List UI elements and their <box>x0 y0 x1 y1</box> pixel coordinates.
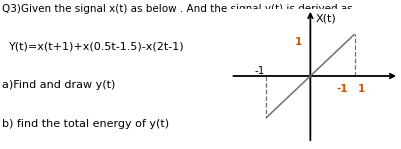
Text: -1: -1 <box>336 84 348 94</box>
Text: -1: -1 <box>254 66 265 76</box>
Text: a)Find and draw y(t): a)Find and draw y(t) <box>2 80 116 90</box>
Text: b) find the total energy of y(t): b) find the total energy of y(t) <box>2 119 170 129</box>
Text: 1: 1 <box>358 84 365 94</box>
Text: 1: 1 <box>294 37 302 47</box>
Text: X(t): X(t) <box>316 14 336 24</box>
Text: Q3)Given the signal x(t) as below . And the signal y(t) is derived as: Q3)Given the signal x(t) as below . And … <box>2 4 353 14</box>
Text: Y(t)=x(t+1)+x(0.5t-1.5)-x(2t-1): Y(t)=x(t+1)+x(0.5t-1.5)-x(2t-1) <box>9 42 185 52</box>
